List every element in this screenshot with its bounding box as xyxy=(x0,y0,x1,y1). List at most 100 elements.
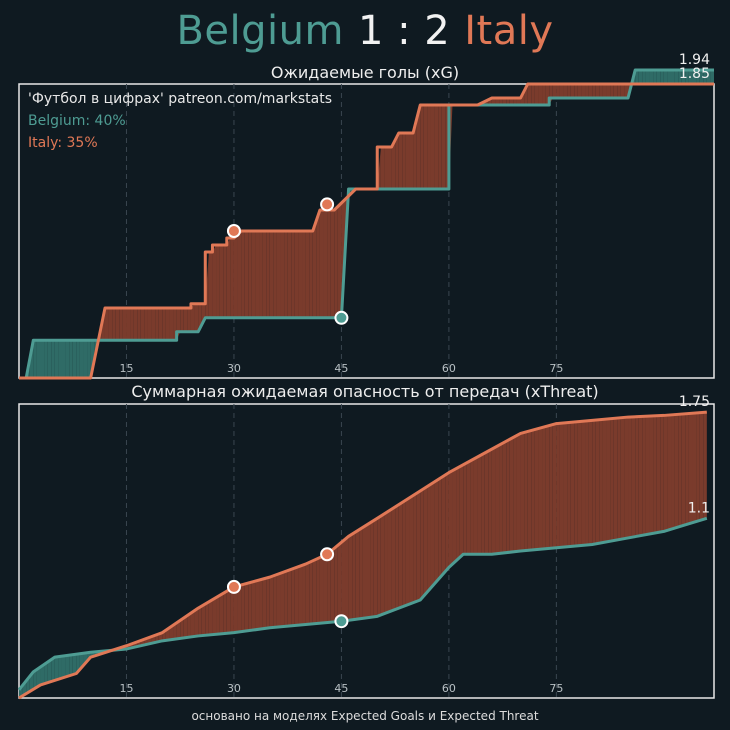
area-between xyxy=(552,423,557,549)
area-between xyxy=(588,420,593,545)
area-between xyxy=(269,575,274,628)
area-between xyxy=(244,231,249,318)
area-between xyxy=(54,656,59,681)
x-tick-label: 60 xyxy=(442,682,456,695)
area-between xyxy=(402,133,406,189)
area-between xyxy=(104,308,109,341)
area-between xyxy=(230,586,234,633)
area-between xyxy=(671,414,675,530)
area-between xyxy=(434,105,439,189)
area-between xyxy=(233,234,238,318)
area-between xyxy=(248,582,252,631)
area-between xyxy=(423,105,428,189)
area-between xyxy=(685,413,689,525)
area-between xyxy=(223,591,227,634)
italy-final-label: 1.85 xyxy=(679,66,710,82)
area-between xyxy=(151,308,156,341)
area-between xyxy=(531,429,535,551)
area-between xyxy=(660,415,664,533)
area-between xyxy=(61,340,66,378)
area-between xyxy=(309,231,313,318)
area-between xyxy=(502,441,507,554)
area-between xyxy=(703,412,707,520)
area-between xyxy=(491,447,496,555)
area-between xyxy=(441,105,446,189)
area-between xyxy=(194,303,199,332)
area-between xyxy=(251,581,256,631)
area-between xyxy=(262,578,267,629)
goal-marker-italy xyxy=(320,197,335,212)
area-between xyxy=(216,245,220,318)
area-between xyxy=(237,584,242,633)
area-between xyxy=(599,419,603,544)
footer-note: основано на моделях Expected Goals и Exp… xyxy=(191,709,539,723)
area-between xyxy=(201,303,206,325)
area-between xyxy=(570,421,575,547)
area-between xyxy=(323,210,328,318)
area-between xyxy=(83,340,88,378)
area-between xyxy=(187,308,191,332)
area-between xyxy=(466,460,471,555)
area-between xyxy=(638,416,643,536)
area-between xyxy=(577,421,582,546)
area-between xyxy=(438,105,442,189)
area-between xyxy=(72,340,77,378)
area-between xyxy=(567,84,571,98)
area-between xyxy=(660,70,664,84)
area-between xyxy=(430,481,435,588)
area-between xyxy=(112,308,116,341)
area-between xyxy=(51,657,55,682)
area-between xyxy=(348,534,353,621)
area-between xyxy=(559,422,564,548)
area-between xyxy=(380,147,385,189)
area-between xyxy=(133,308,138,341)
area-between xyxy=(137,308,141,341)
area-between xyxy=(495,445,500,554)
area-between xyxy=(291,567,295,626)
area-between xyxy=(516,98,521,105)
italy-final-label: 1.75 xyxy=(679,394,710,410)
x-tick-label: 75 xyxy=(549,682,563,695)
legend-italy: Italy: 35% xyxy=(28,135,98,151)
area-between xyxy=(688,413,693,524)
area-between xyxy=(273,574,277,628)
area-between xyxy=(656,70,661,84)
area-between xyxy=(395,133,399,189)
area-between xyxy=(119,308,123,341)
area-between xyxy=(269,231,274,318)
area-between xyxy=(330,210,335,318)
area-between xyxy=(642,70,646,84)
area-between xyxy=(155,308,159,341)
area-between xyxy=(165,308,170,341)
home-team-name: Belgium xyxy=(176,8,344,54)
area-between xyxy=(649,415,654,535)
area-between xyxy=(302,231,306,318)
area-between xyxy=(595,419,600,544)
area-between xyxy=(305,231,310,318)
area-between xyxy=(284,570,288,627)
source-note: 'Футбол в цифрах' patreon.com/markstats xyxy=(28,91,333,107)
x-tick-label: 45 xyxy=(334,362,348,375)
area-between xyxy=(624,84,629,98)
area-between xyxy=(370,520,374,618)
area-between xyxy=(563,84,568,98)
area-between xyxy=(294,566,299,626)
area-between xyxy=(559,84,564,98)
area-between xyxy=(499,98,503,105)
area-between xyxy=(663,415,668,532)
area-between xyxy=(51,340,55,378)
area-between xyxy=(495,98,500,105)
area-between xyxy=(649,70,654,84)
area-between xyxy=(513,435,517,552)
area-between xyxy=(79,340,84,378)
area-between xyxy=(638,70,643,84)
area-between xyxy=(183,615,188,638)
area-between xyxy=(499,443,503,554)
area-between xyxy=(212,245,217,318)
area-between xyxy=(610,84,614,98)
area-between xyxy=(190,303,195,332)
area-between xyxy=(330,548,335,623)
xthreat-chart-title: Суммарная ожидаемая опасность от передач… xyxy=(131,382,599,401)
area-between xyxy=(509,98,514,105)
